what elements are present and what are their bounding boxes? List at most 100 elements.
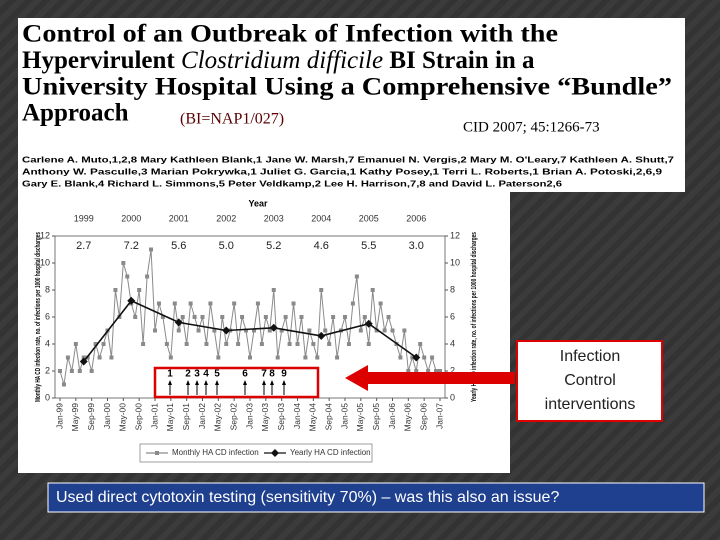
highlight-box xyxy=(153,366,320,399)
x-tick-label: Sep-99 xyxy=(86,403,96,431)
arrow-head xyxy=(282,380,286,385)
monthly-point xyxy=(263,315,268,319)
x-tick-label: Jan-01 xyxy=(149,403,159,429)
value-label: 5.6 xyxy=(171,240,186,252)
monthly-point xyxy=(232,301,237,306)
monthly-point xyxy=(113,288,118,292)
title-line: Approach xyxy=(22,100,129,127)
monthly-point xyxy=(414,369,419,373)
x-tick-label: May-06 xyxy=(403,403,413,432)
intervention-label: 5 xyxy=(214,369,220,380)
monthly-point xyxy=(295,342,300,346)
intervention-label: 2 xyxy=(185,369,191,380)
y-axis-label: Monthly HA CD infection rate, no. of inf… xyxy=(33,232,42,402)
monthly-point xyxy=(216,355,221,360)
y2-tick-label: 10 xyxy=(450,257,460,267)
monthly-point xyxy=(382,328,387,333)
monthly-point xyxy=(180,315,185,319)
monthly-point xyxy=(279,328,284,333)
year-label: 2005 xyxy=(359,213,379,223)
monthly-point xyxy=(335,355,340,360)
value-label: 5.5 xyxy=(361,240,376,252)
callout-text: interventions xyxy=(545,396,636,413)
monthly-point xyxy=(430,355,435,360)
y-tick-label: 2 xyxy=(45,365,50,375)
callout-box xyxy=(516,340,663,422)
monthly-point xyxy=(418,342,423,346)
citation: CID 2007; 45:1266-73 xyxy=(463,119,600,135)
monthly-point xyxy=(73,342,78,346)
monthly-point xyxy=(378,301,383,306)
y-tick-label: 4 xyxy=(45,338,50,348)
legend-marker xyxy=(271,449,279,457)
value-label: 7.2 xyxy=(124,240,139,252)
arrow-head xyxy=(215,380,219,385)
intervention-label: 4 xyxy=(203,369,209,380)
x-tick-label: Jan-03 xyxy=(244,403,254,429)
monthly-point xyxy=(176,328,181,333)
monthly-point xyxy=(386,315,391,319)
y2-tick-label: 8 xyxy=(450,284,455,294)
y2-tick-label: 12 xyxy=(450,230,460,240)
x-tick-label: Jan-04 xyxy=(292,403,302,429)
monthly-point xyxy=(89,369,94,373)
arrow-head xyxy=(186,380,190,385)
value-label: 3.0 xyxy=(409,240,424,252)
x-top-label: Year xyxy=(248,198,268,208)
yearly-point xyxy=(364,319,373,328)
monthly-point xyxy=(81,355,86,360)
monthly-point xyxy=(188,301,193,306)
monthly-point xyxy=(406,369,411,373)
monthly-point xyxy=(160,315,165,319)
monthly-point xyxy=(271,288,276,292)
strain-label: (BI=NAP1/027) xyxy=(180,111,284,128)
x-tick-label: May-01 xyxy=(165,403,175,432)
monthly-point xyxy=(236,342,241,346)
monthly-point xyxy=(426,369,431,373)
monthly-point xyxy=(224,342,229,346)
year-label: 2000 xyxy=(121,213,141,223)
monthly-point xyxy=(133,315,138,319)
year-label: 1999 xyxy=(74,213,94,223)
monthly-point xyxy=(212,328,217,333)
monthly-point xyxy=(137,288,142,292)
monthly-point xyxy=(58,369,62,373)
x-tick-label: May-99 xyxy=(70,403,80,432)
monthly-point xyxy=(291,301,296,306)
monthly-point xyxy=(251,328,256,333)
x-tick-label: Jan-06 xyxy=(387,403,397,429)
x-tick-label: Sep-06 xyxy=(418,403,428,431)
monthly-point xyxy=(77,369,82,373)
intervention-label: 7 xyxy=(261,369,267,380)
monthly-point xyxy=(307,328,312,333)
monthly-point xyxy=(283,315,288,319)
x-tick-label: May-04 xyxy=(308,403,318,432)
monthly-point xyxy=(240,315,245,319)
monthly-point xyxy=(438,369,442,373)
legend-label: Yearly HA CD infection xyxy=(290,448,371,457)
y-tick-label: 0 xyxy=(45,392,50,402)
monthly-point xyxy=(275,355,280,360)
title-line: Hypervirulent Clostridium difficile BI S… xyxy=(22,47,535,74)
intervention-label: 8 xyxy=(269,369,275,380)
title-line: University Hospital Using a Comprehensiv… xyxy=(22,74,672,101)
footer-text: Used direct cytotoxin testing (sensitivi… xyxy=(56,489,559,506)
arrow-head xyxy=(195,380,199,385)
title-panel xyxy=(18,18,685,192)
y-tick-label: 8 xyxy=(45,284,50,294)
yearly-point xyxy=(317,331,326,340)
x-tick-label: May-03 xyxy=(260,403,270,432)
monthly-point xyxy=(168,355,173,360)
authors: Anthony W. Pasculle,3 Marian Pokrywka,1 … xyxy=(22,166,662,176)
y-tick-label: 6 xyxy=(45,311,50,321)
title-italic: Clostridium difficile xyxy=(181,47,383,74)
monthly-point xyxy=(149,247,154,252)
monthly-point xyxy=(156,301,161,306)
year-label: 2004 xyxy=(311,213,331,223)
footer-box xyxy=(47,482,705,513)
x-tick-label: Jan-00 xyxy=(102,403,112,429)
monthly-point xyxy=(93,342,98,346)
callout-text: Control xyxy=(564,372,616,389)
value-label: 4.6 xyxy=(314,240,329,252)
yearly-point xyxy=(412,353,421,362)
